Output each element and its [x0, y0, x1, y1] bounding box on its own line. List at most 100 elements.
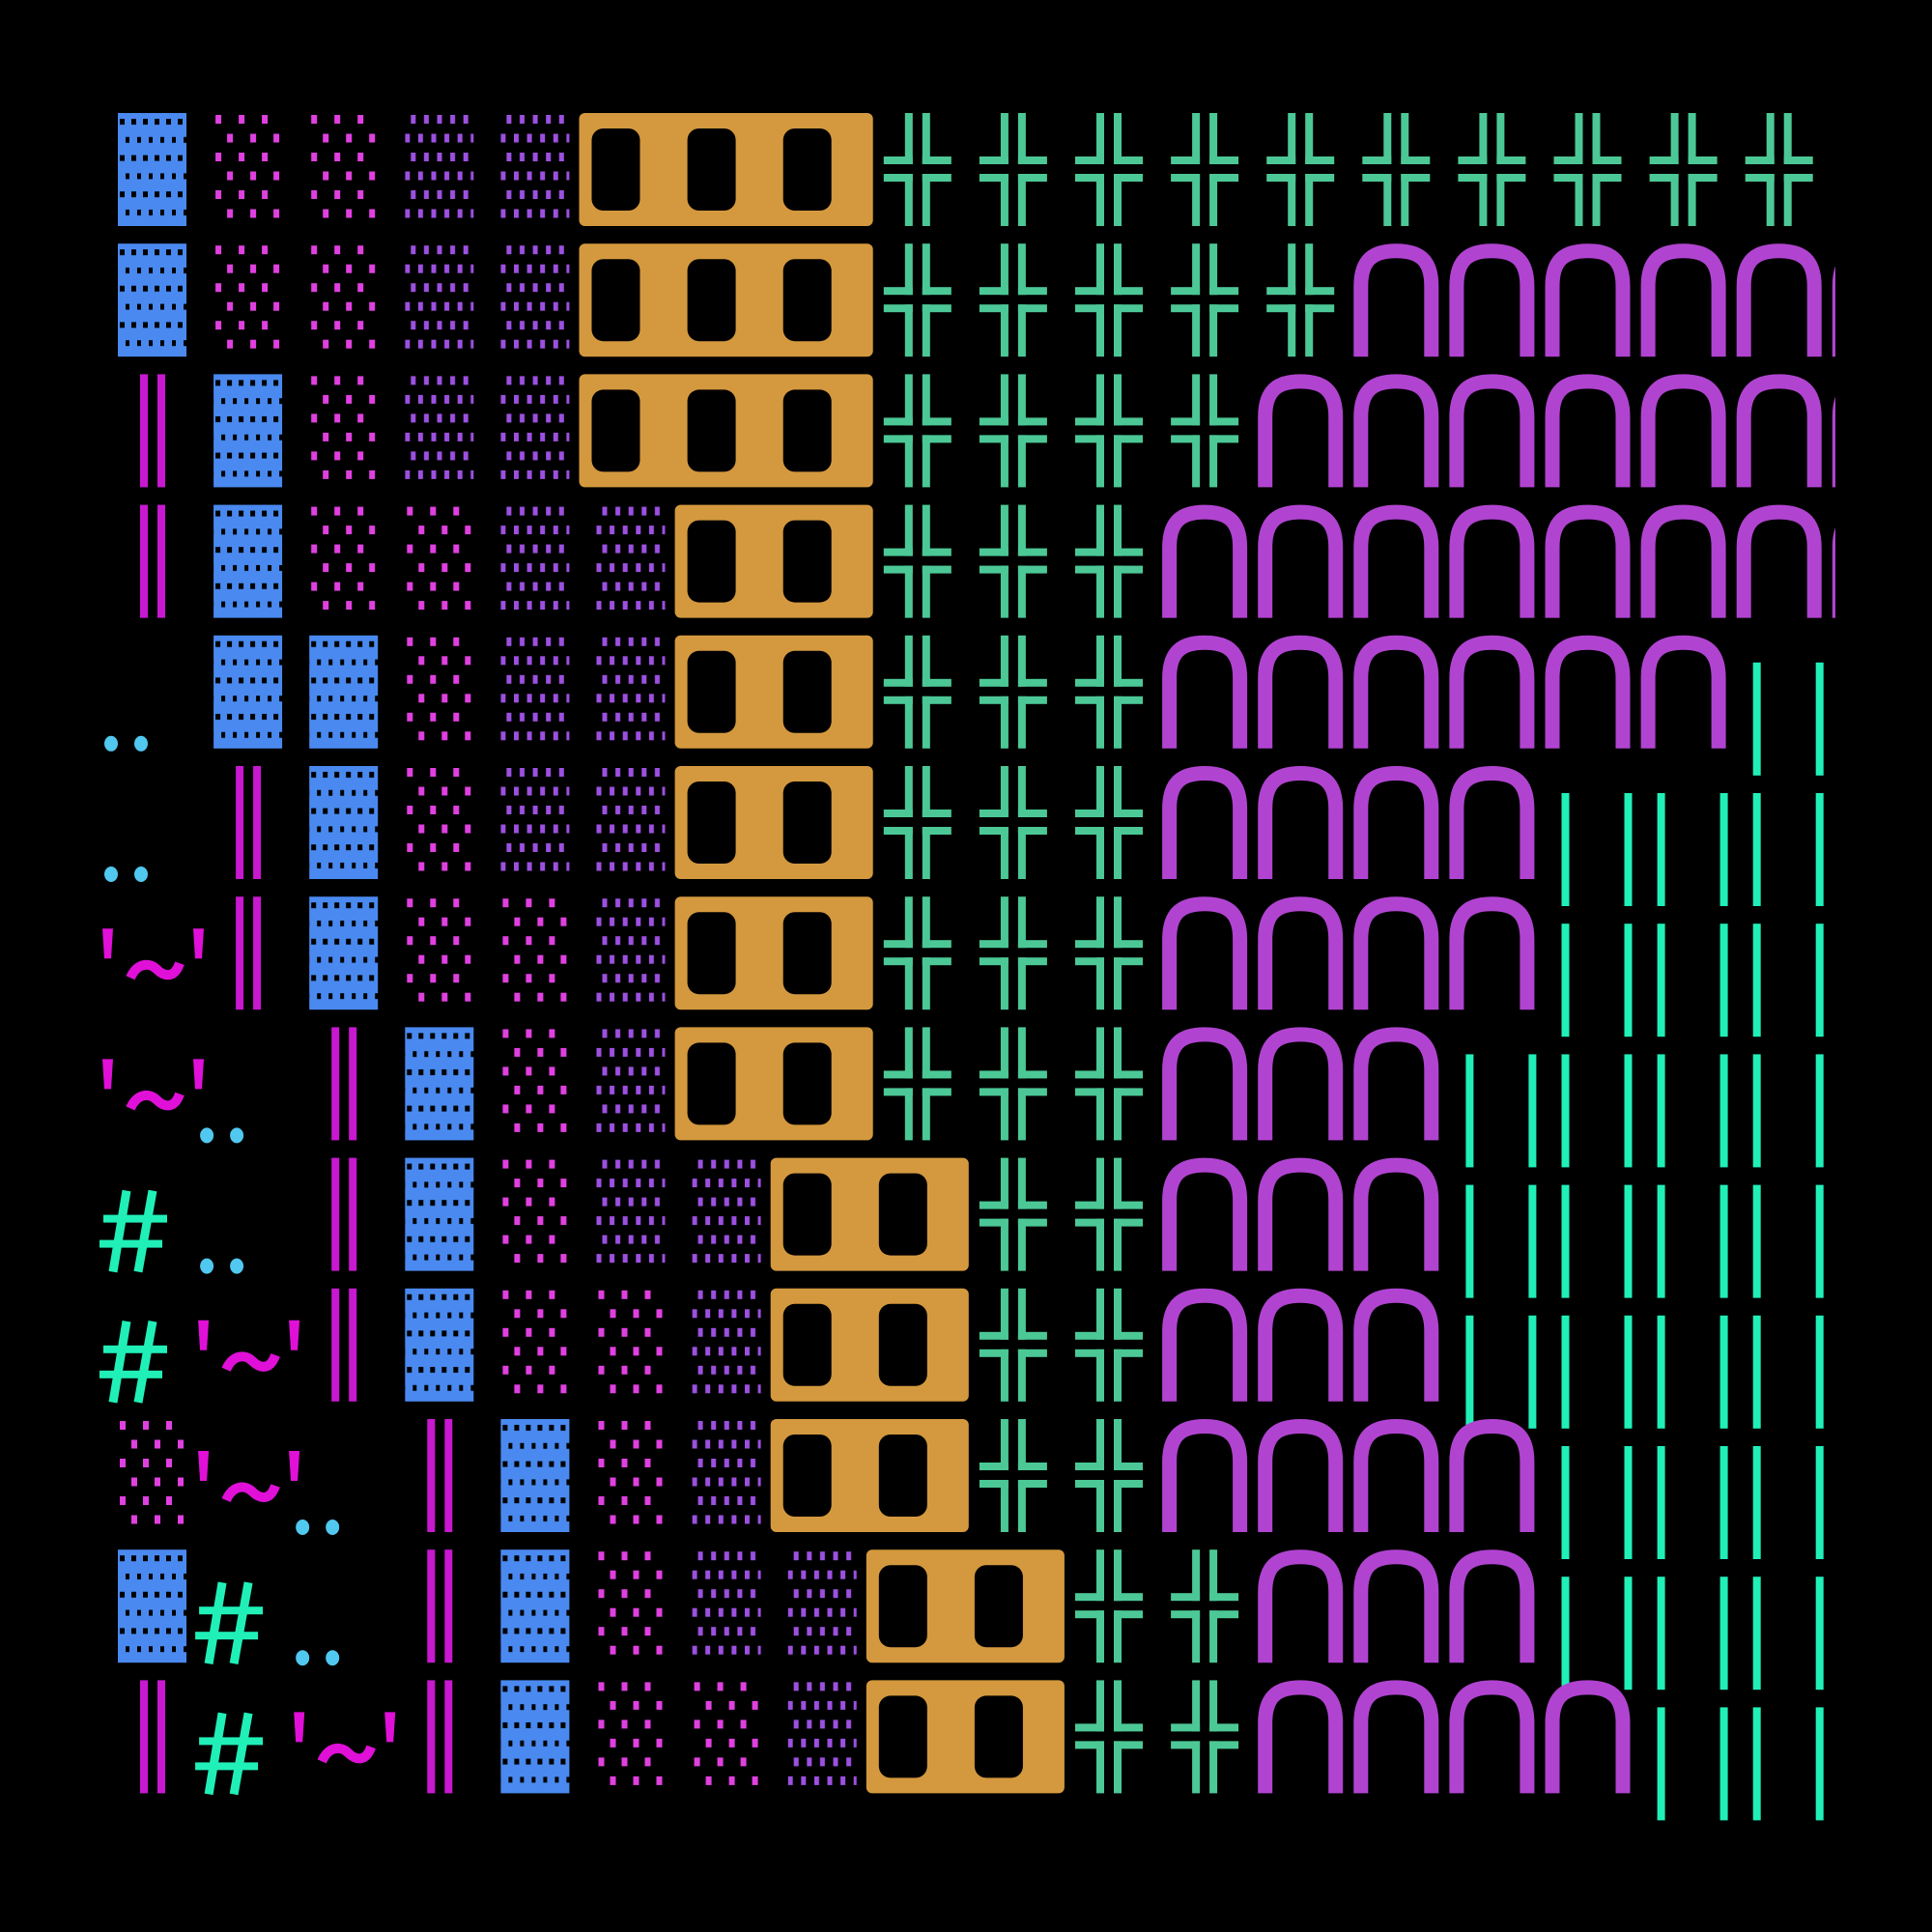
cross-stroke — [1114, 1741, 1122, 1794]
cross-stroke — [1114, 1201, 1143, 1209]
double-cross-glyph — [1266, 113, 1335, 226]
cross-stroke — [1745, 156, 1775, 164]
bar-stroke — [1815, 1054, 1824, 1168]
tilde-quote-glyph — [198, 1451, 300, 1503]
bar-stroke — [1752, 1184, 1761, 1298]
cross-stroke — [922, 766, 930, 817]
cross-stroke — [904, 1088, 913, 1141]
cross-stroke — [883, 435, 913, 443]
cross-stroke — [922, 304, 930, 357]
cross-stroke — [904, 957, 913, 1010]
bar-stroke — [1657, 1315, 1665, 1429]
cross-stroke — [922, 287, 952, 296]
cross-stroke — [1670, 174, 1679, 226]
cross-stroke — [1000, 374, 1009, 426]
cross-stroke — [1017, 678, 1047, 687]
cross-stroke — [1114, 957, 1143, 966]
arch-glyph — [1449, 896, 1535, 1010]
cross-stroke — [922, 1088, 930, 1141]
pillar-gap — [878, 1173, 927, 1256]
arch-stroke — [1449, 765, 1535, 879]
double-cross-glyph — [1458, 113, 1526, 226]
cross-stroke — [1192, 1549, 1201, 1602]
cross-stroke — [1017, 810, 1047, 817]
hash-glyph — [99, 1189, 167, 1273]
cross-stroke — [1171, 174, 1201, 182]
arch-glyph — [1449, 1680, 1535, 1794]
light-shade-fill — [118, 1419, 186, 1532]
cross-stroke — [904, 243, 913, 296]
arch-glyph — [1353, 1418, 1439, 1532]
pillar-gap — [878, 1565, 927, 1648]
cross-stroke — [1075, 287, 1104, 296]
cross-stroke — [979, 1349, 1009, 1357]
cross-stroke — [1114, 1463, 1143, 1470]
dense-shade-fill — [213, 635, 283, 749]
tilde — [317, 1743, 376, 1764]
cross-stroke — [1114, 678, 1143, 687]
cross-stroke — [1192, 1680, 1201, 1732]
cross-stroke — [1000, 1349, 1009, 1402]
double-cross-glyph — [883, 374, 952, 488]
cross-stroke — [1114, 174, 1122, 226]
bar-stroke — [444, 1680, 453, 1794]
cross-stroke — [1000, 565, 1009, 618]
cross-stroke — [1114, 1480, 1122, 1532]
vertical-bars-glyph — [1657, 1707, 1728, 1821]
cross-stroke — [922, 565, 952, 574]
arch-glyph — [1545, 635, 1631, 749]
cross-stroke — [1096, 1419, 1104, 1470]
cross-stroke — [1458, 174, 1488, 182]
arch-glyph — [1258, 374, 1344, 488]
bar-stroke — [1719, 1577, 1728, 1690]
bar-stroke — [1657, 1707, 1665, 1821]
cross-stroke — [1114, 1419, 1122, 1470]
cross-stroke — [1114, 156, 1143, 164]
cross-stroke — [1209, 174, 1239, 182]
cross-stroke — [1075, 1218, 1104, 1227]
bar-stroke — [1719, 1184, 1728, 1298]
cross-stroke — [1114, 1070, 1143, 1079]
double-vertical-bar-glyph — [140, 1680, 165, 1794]
cross-stroke — [1114, 1157, 1122, 1209]
serif-pillar-run — [579, 374, 873, 488]
dense-shade-block-glyph — [213, 504, 283, 618]
cross-stroke — [1075, 1480, 1104, 1488]
arch-glyph — [1353, 1027, 1439, 1141]
cross-stroke — [904, 504, 913, 556]
arch-stroke — [1449, 504, 1535, 618]
arch-stroke — [1162, 635, 1248, 749]
vertical-bars-glyph — [1657, 793, 1728, 906]
cross-stroke — [904, 696, 913, 749]
medium-shade-block-glyph — [500, 113, 570, 226]
cross-stroke — [1114, 565, 1143, 574]
arch-stroke — [1353, 374, 1439, 488]
cross-stroke — [904, 174, 913, 226]
light-shade-fill — [405, 504, 474, 618]
dot — [296, 1650, 310, 1666]
arch-glyph — [1640, 504, 1726, 618]
cross-stroke — [1096, 896, 1104, 949]
cross-stroke — [1362, 174, 1392, 182]
light-shade-fill — [405, 635, 474, 749]
hash-stroke — [195, 1762, 259, 1771]
arch-stroke — [1353, 1157, 1439, 1271]
cross-stroke — [883, 1088, 913, 1096]
dense-shade-block-glyph — [213, 374, 283, 488]
dense-shade-fill — [213, 504, 283, 618]
cross-stroke — [979, 1218, 1009, 1227]
double-cross-glyph — [883, 635, 952, 749]
hash-stroke — [229, 1712, 253, 1796]
dot — [134, 735, 148, 752]
pillar-gap — [782, 1435, 832, 1517]
cross-stroke — [1000, 1088, 1009, 1141]
bar-stroke — [1815, 1184, 1824, 1298]
vertical-bars-glyph — [1561, 1054, 1633, 1168]
bar-stroke — [1719, 1054, 1728, 1168]
cross-stroke — [1017, 896, 1026, 949]
cross-stroke — [1458, 156, 1488, 164]
arch-stroke — [1449, 635, 1535, 749]
light-shade-block-glyph — [213, 113, 283, 226]
cross-stroke — [1114, 304, 1143, 313]
pillar-gap — [687, 1042, 736, 1125]
